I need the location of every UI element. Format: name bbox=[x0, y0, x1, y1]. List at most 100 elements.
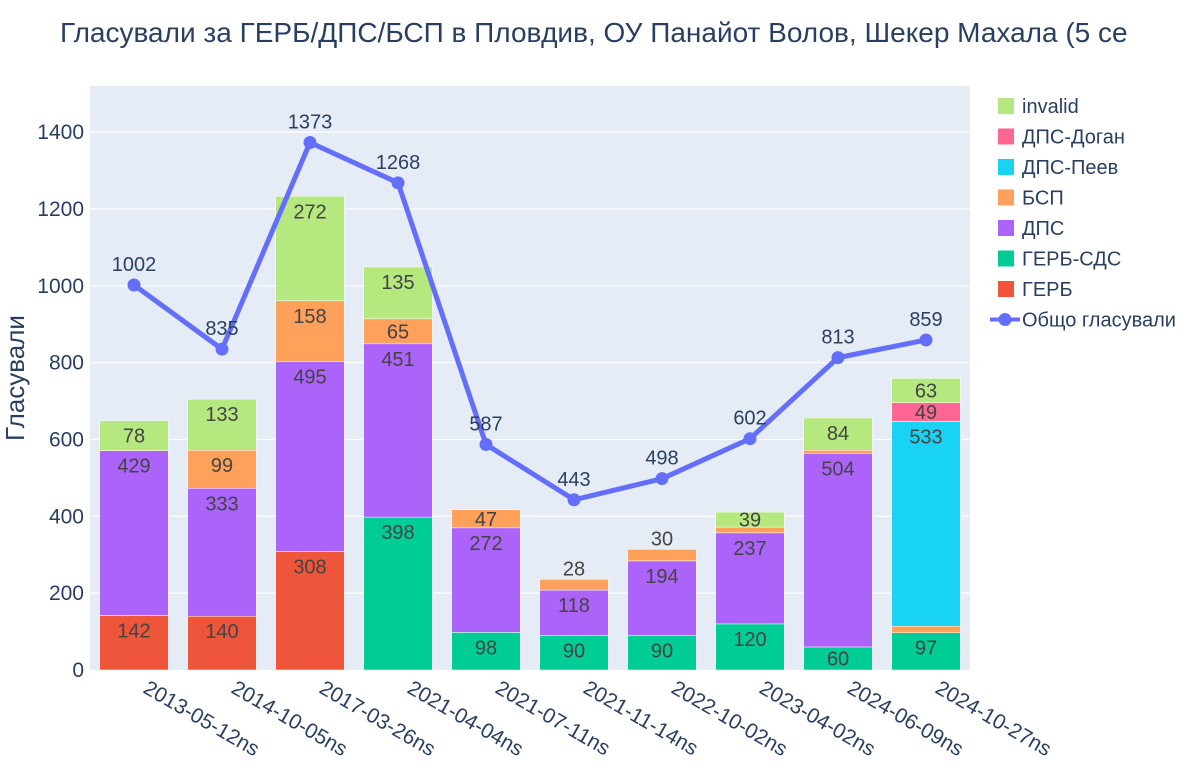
y-tick-label: 0 bbox=[72, 659, 84, 682]
line-point bbox=[831, 351, 845, 365]
line-label: 602 bbox=[733, 408, 766, 430]
data-label: 142 bbox=[117, 620, 150, 642]
line-label: 1373 bbox=[288, 111, 333, 133]
data-label: 504 bbox=[821, 458, 854, 480]
total-line: 1002 835 1373 1268 587 443 498 602 813 859 bbox=[112, 111, 943, 507]
legend-label: Общо гласували bbox=[1022, 310, 1176, 332]
bar-invalid bbox=[803, 417, 873, 451]
bar-бсп bbox=[627, 549, 697, 562]
y-tick-label: 1000 bbox=[37, 275, 84, 298]
bar-дпс bbox=[363, 343, 433, 518]
legend-marker bbox=[998, 313, 1012, 326]
bar-бсп bbox=[451, 509, 521, 529]
y-axis: 0 200 400 600 800 1000 1200 1400 bbox=[37, 121, 84, 682]
data-label: 133 bbox=[205, 404, 238, 426]
line-point bbox=[567, 493, 581, 507]
bar-герб bbox=[275, 551, 345, 671]
line-label: 859 bbox=[909, 309, 942, 331]
line-total-voters bbox=[132, 139, 927, 503]
bar-invalid bbox=[715, 511, 785, 528]
line-point bbox=[391, 176, 405, 190]
line-label: 813 bbox=[821, 327, 854, 349]
bar-дпс bbox=[715, 532, 785, 625]
y-tick-label: 200 bbox=[49, 582, 84, 605]
y-tick-label: 600 bbox=[49, 428, 84, 451]
data-label: 63 bbox=[915, 380, 937, 402]
data-label: 60 bbox=[827, 648, 849, 670]
data-label: 140 bbox=[205, 621, 238, 643]
data-label: 429 bbox=[117, 456, 150, 478]
legend-label: ДПС bbox=[1022, 218, 1064, 240]
data-label: 308 bbox=[293, 557, 326, 579]
data-label: 194 bbox=[645, 566, 678, 588]
legend-label: ДПС-Пеев bbox=[1022, 157, 1118, 179]
legend-item-дпс-пеев[interactable]: ДПС-Пеев bbox=[998, 157, 1118, 179]
legend-item-бсп[interactable]: БСП bbox=[998, 188, 1064, 210]
legend-swatch bbox=[998, 281, 1014, 297]
legend-swatch bbox=[998, 128, 1014, 145]
data-label: 118 bbox=[558, 595, 590, 617]
y-axis-label: Гласували bbox=[0, 315, 30, 441]
legend-label: ГЕРБ-СДС bbox=[1022, 249, 1121, 271]
bar-дпс bbox=[99, 450, 169, 616]
legend-swatch bbox=[998, 159, 1014, 175]
bars: 142 140 308 398 98 90 90 120 60 97 429 333 495 451 272… bbox=[99, 196, 961, 671]
legend-item-герб[interactable]: ГЕРБ bbox=[998, 279, 1073, 301]
line-label: 443 bbox=[557, 469, 590, 491]
bar-герб-сдс bbox=[891, 632, 961, 671]
bar-дпс bbox=[627, 560, 697, 636]
data-label: 98 bbox=[475, 637, 497, 659]
bar-бсп bbox=[187, 449, 257, 489]
data-label: 158 bbox=[293, 306, 326, 328]
y-tick-label: 1200 bbox=[37, 198, 84, 221]
line-point bbox=[215, 342, 229, 356]
bar-дпс bbox=[275, 361, 345, 552]
legend-item-дпс[interactable]: ДПС bbox=[998, 218, 1064, 240]
bar-герб-сдс bbox=[539, 635, 609, 671]
line-label: 1002 bbox=[112, 254, 157, 276]
bar-дпс bbox=[187, 488, 257, 617]
bar-герб-сдс bbox=[715, 623, 785, 671]
line-point bbox=[303, 135, 317, 149]
data-label: 135 bbox=[381, 272, 414, 294]
line-label: 835 bbox=[205, 318, 238, 340]
data-label: 78 bbox=[123, 426, 145, 448]
data-label: 99 bbox=[211, 455, 233, 477]
legend-swatch bbox=[998, 98, 1014, 114]
bar-invalid bbox=[99, 420, 169, 451]
data-label: 90 bbox=[651, 640, 673, 662]
bar-дпс bbox=[451, 527, 521, 633]
bar-дпс bbox=[539, 589, 609, 636]
data-label: 47 bbox=[475, 509, 497, 531]
bar-дпс-пеев bbox=[891, 421, 961, 627]
legend-label: ДПС-Доган bbox=[1022, 127, 1125, 149]
data-label: 333 bbox=[205, 493, 238, 515]
bar-герб-сдс bbox=[363, 516, 433, 671]
chart-title: Гласували за ГЕРБ/ДПС/БСП в Пловдив, ОУ … bbox=[60, 17, 1128, 48]
data-label: 97 bbox=[915, 638, 937, 660]
line-point bbox=[743, 432, 757, 446]
data-label: 272 bbox=[293, 201, 326, 223]
legend-label: БСП bbox=[1022, 188, 1064, 210]
legend-swatch bbox=[998, 220, 1014, 236]
bar-invalid bbox=[275, 196, 345, 302]
x-axis: 2013-05-12ns2014-10-05ns2017-03-26ns2021… bbox=[140, 676, 1056, 761]
bar-дпс bbox=[803, 453, 873, 648]
legend-item-дпс-доган[interactable]: ДПС-Доган bbox=[998, 127, 1125, 149]
legend-item-invalid[interactable]: invalid bbox=[998, 96, 1079, 118]
bar-invalid bbox=[891, 378, 961, 403]
legend-label: invalid bbox=[1022, 96, 1079, 118]
legend-swatch bbox=[998, 189, 1014, 206]
line-point bbox=[655, 472, 669, 486]
line-point bbox=[127, 278, 141, 292]
legend-label: ГЕРБ bbox=[1022, 279, 1073, 301]
data-label: 272 bbox=[469, 533, 502, 555]
legend-item-герб-сдс[interactable]: ГЕРБ-СДС bbox=[998, 249, 1121, 271]
data-label: 398 bbox=[381, 522, 414, 544]
data-label: 84 bbox=[827, 423, 849, 445]
line-point bbox=[919, 333, 933, 347]
bar-бсп bbox=[891, 625, 961, 633]
y-tick-label: 800 bbox=[49, 352, 84, 375]
legend-item-общо-гласували[interactable]: Общо гласували bbox=[990, 310, 1176, 332]
data-label: 120 bbox=[733, 629, 766, 651]
